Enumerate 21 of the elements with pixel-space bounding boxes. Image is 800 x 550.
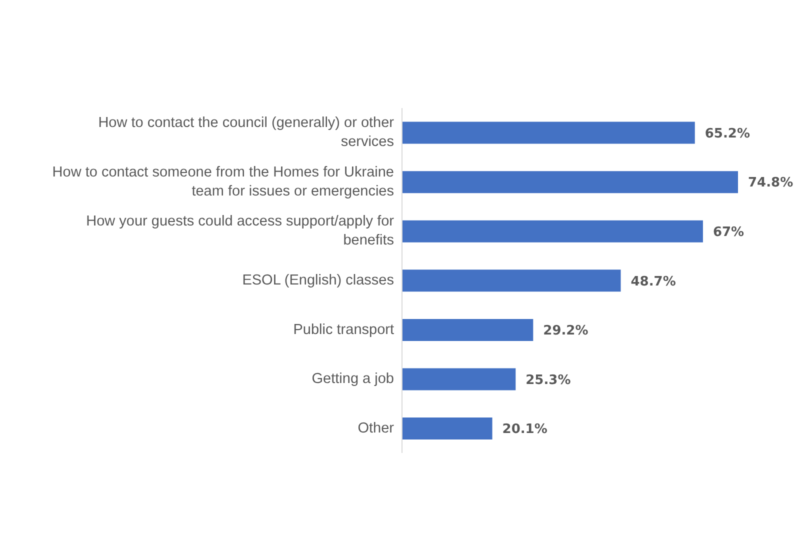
y-tick-label: Public transport [293, 322, 394, 338]
bar [402, 418, 492, 440]
data-label: 74.8% [748, 176, 794, 191]
y-tick-label: How to contact the council (generally) or other services [98, 114, 394, 150]
bar [402, 220, 703, 242]
data-label: 29.2% [543, 324, 588, 339]
bar [402, 368, 516, 390]
bar [402, 171, 738, 194]
data-label: 65.2% [704, 126, 750, 142]
y-tick-label: How your guests could access support/apply for benefits [86, 214, 394, 249]
data-label: 67% [712, 224, 744, 240]
y-tick-label: Other [358, 420, 394, 436]
y-tick-label: ESOL (English) classes [242, 272, 394, 288]
bar [402, 270, 621, 292]
y-tick-label: How to contact someone from the Homes for Ukraine team for issues or emergencies [52, 164, 394, 200]
data-label: 48.7% [630, 274, 676, 290]
data-label: 25.3% [526, 372, 571, 388]
data-label: 20.1% [502, 422, 548, 438]
y-tick-label: Getting a job [312, 370, 394, 387]
bar [402, 122, 695, 144]
bar [402, 318, 534, 341]
